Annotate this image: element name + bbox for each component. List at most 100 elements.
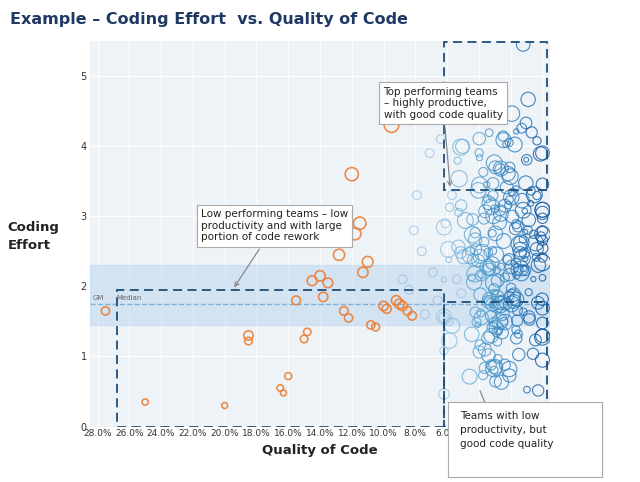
Point: [492, 113, 502, 121]
Text: Top performing teams
– highly productive,
with good code quality: Top performing teams – highly productive…: [383, 87, 502, 186]
Point: [496, 210, 506, 218]
Point: [511, 220, 521, 228]
Point: [528, 418, 538, 426]
Point: [334, 251, 344, 259]
Point: [515, 249, 525, 257]
Point: [378, 302, 388, 310]
Point: [417, 247, 427, 255]
Point: [483, 249, 493, 256]
Point: [516, 239, 527, 246]
Point: [307, 277, 317, 284]
Point: [511, 128, 522, 135]
Point: [517, 254, 527, 262]
Point: [532, 245, 542, 253]
Point: [515, 246, 525, 254]
Point: [528, 275, 538, 283]
Point: [453, 93, 463, 101]
Point: [518, 206, 528, 214]
Point: [506, 193, 516, 201]
Point: [493, 293, 503, 300]
Bar: [116, 290, 444, 427]
Point: [495, 86, 505, 94]
Point: [387, 121, 397, 129]
Point: [484, 129, 494, 136]
Point: [473, 321, 483, 329]
Point: [524, 313, 534, 321]
Point: [484, 266, 494, 273]
Point: [444, 318, 454, 325]
Point: [518, 308, 529, 316]
Point: [532, 405, 543, 413]
Point: [489, 289, 499, 297]
Point: [486, 312, 496, 320]
Point: [514, 241, 524, 248]
Point: [433, 296, 443, 304]
Point: [507, 110, 517, 118]
Point: [487, 229, 497, 237]
Point: [496, 263, 506, 270]
Point: [528, 350, 538, 358]
Point: [537, 295, 547, 303]
Point: [355, 219, 365, 227]
Point: [538, 214, 548, 222]
Point: [498, 132, 508, 140]
Point: [397, 302, 408, 310]
Point: [347, 170, 357, 178]
Point: [512, 266, 522, 273]
Point: [489, 366, 499, 374]
Point: [407, 312, 417, 320]
Point: [520, 228, 531, 236]
Point: [488, 179, 498, 187]
Point: [445, 203, 455, 211]
Point: [532, 192, 542, 200]
Point: [465, 373, 475, 380]
Point: [484, 295, 494, 303]
Point: [511, 335, 522, 342]
Point: [476, 291, 486, 298]
Point: [465, 252, 476, 259]
Point: [481, 88, 491, 96]
Point: [502, 256, 513, 264]
Point: [508, 188, 518, 196]
Point: [504, 255, 514, 263]
Point: [533, 299, 543, 307]
Point: [505, 173, 515, 181]
Text: GM: GM: [93, 295, 104, 301]
Point: [507, 294, 517, 301]
Point: [495, 219, 505, 227]
Point: [486, 332, 496, 339]
Point: [538, 334, 548, 341]
Point: [358, 268, 368, 276]
Point: [403, 307, 413, 315]
Point: [536, 233, 546, 241]
Point: [479, 364, 490, 372]
Point: [520, 255, 531, 263]
Point: [473, 187, 483, 194]
Point: [538, 230, 548, 238]
Point: [473, 257, 483, 265]
Text: Median: Median: [116, 295, 142, 301]
Point: [511, 295, 522, 303]
Point: [493, 277, 503, 284]
Point: [490, 363, 500, 371]
Point: [526, 187, 536, 195]
Point: [483, 298, 493, 306]
Point: [493, 327, 504, 335]
Point: [483, 263, 493, 270]
Point: [516, 124, 527, 132]
Point: [509, 298, 519, 306]
Point: [488, 365, 499, 373]
Point: [469, 279, 479, 286]
Point: [538, 180, 548, 188]
Point: [140, 398, 150, 406]
Point: [523, 95, 533, 103]
Point: [520, 267, 531, 274]
Point: [365, 321, 376, 329]
Point: [488, 319, 499, 326]
Point: [538, 237, 548, 244]
Point: [483, 263, 493, 271]
Point: [538, 227, 548, 235]
Point: [513, 223, 523, 230]
Point: [456, 201, 467, 209]
Point: [514, 351, 524, 359]
